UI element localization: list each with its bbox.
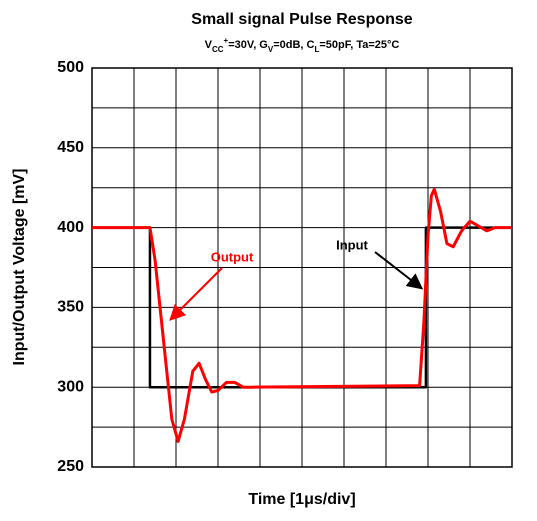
chart-title: Small signal Pulse Response [191, 11, 413, 28]
y-tick-label: 300 [57, 378, 84, 395]
x-axis-label: Time [1μs/div] [248, 491, 355, 508]
annotation-text: Output [211, 249, 254, 264]
plot-frame [91, 67, 513, 468]
y-tick-label: 400 [57, 219, 84, 236]
subtitle-part: L [314, 45, 319, 54]
subtitle-part: + [224, 36, 229, 45]
subtitle-part: =50pF, Ta=25°C [319, 39, 399, 51]
annotation-arrow [374, 251, 424, 290]
subtitle-part: V [205, 39, 213, 51]
subtitle-part: CC [212, 45, 224, 54]
y-tick-label: 350 [57, 299, 84, 316]
subtitle-part: V [268, 45, 274, 54]
y-tick-label: 500 [57, 59, 84, 76]
y-axis-label: Input/Output Voltage [mV] [11, 168, 28, 365]
annotation-text: Input [336, 237, 368, 252]
y-tick-label: 450 [57, 139, 84, 156]
series-line [92, 187, 512, 443]
y-tick-label: 250 [57, 458, 84, 475]
subtitle-part: =30V, G [228, 39, 268, 51]
annotation-arrow [169, 267, 223, 321]
subtitle-part: =0dB, C [273, 39, 314, 51]
chart-subtitle: VCC+=30V, GV=0dB, CL=50pF, Ta=25°C [205, 36, 400, 54]
